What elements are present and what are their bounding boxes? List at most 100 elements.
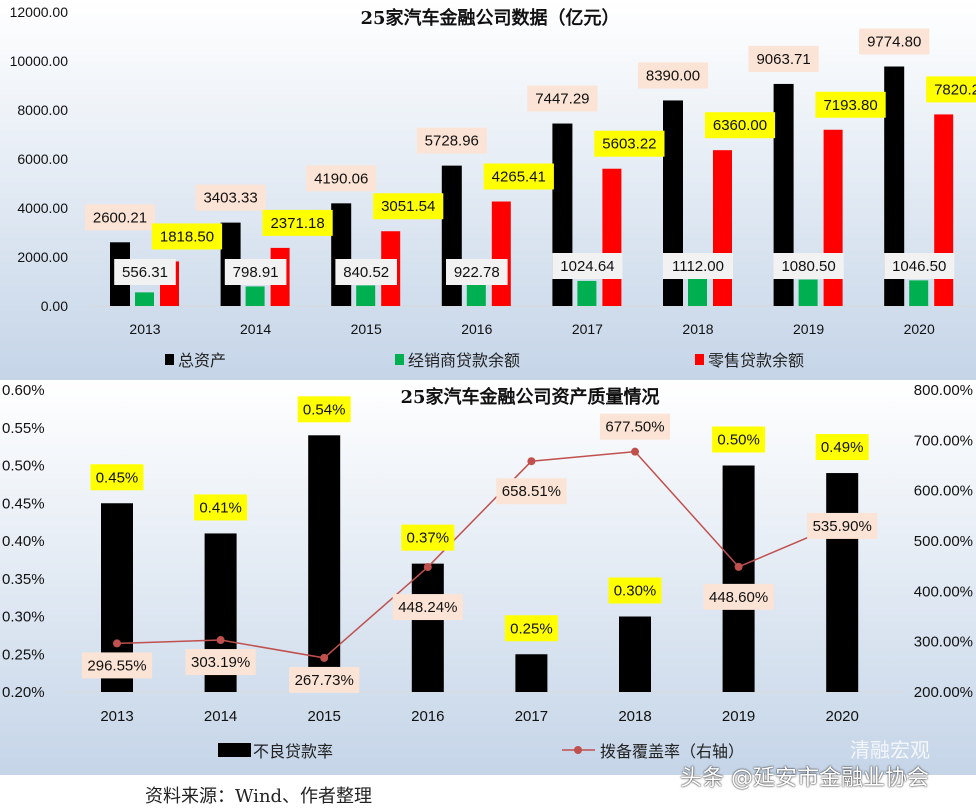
data-label-dealer: 840.52	[343, 264, 389, 281]
legend-label: 不良贷款率	[253, 742, 333, 761]
data-label-total-assets: 3403.33	[203, 190, 257, 207]
data-label-retail-box	[373, 193, 444, 220]
y-tick-label: 2000.00	[17, 249, 68, 265]
bar-1	[577, 280, 597, 306]
bar-1	[688, 278, 707, 306]
data-label-dealer: 798.91	[233, 264, 279, 281]
left-y-tick-label: 0.40%	[2, 533, 45, 550]
x-tick-label: 2019	[793, 321, 824, 337]
data-label-retail: 7193.80	[823, 97, 877, 114]
bar-1	[466, 283, 486, 306]
data-label-dealer: 922.78	[454, 264, 500, 281]
bar-2	[713, 150, 732, 306]
data-label-retail-box	[262, 209, 333, 236]
legend-marker-coverage-point	[574, 746, 582, 754]
data-label-total-assets: 2600.21	[93, 209, 147, 226]
data-label-coverage: 448.60%	[709, 589, 768, 606]
right-y-tick-label: 500.00%	[914, 533, 973, 550]
data-label-dealer-box	[446, 259, 508, 285]
x-tick-label: 2014	[204, 708, 237, 725]
npl-bar	[826, 473, 859, 692]
bar-1	[356, 285, 376, 306]
bottom-chart-background	[0, 380, 976, 775]
top-chart: 25家汽车金融公司数据（亿元） 0.00 2000.00 4000.00 6000.00…	[10, 4, 976, 370]
right-y-tick-label: 600.00%	[914, 483, 973, 500]
legend-label: 总资产	[178, 351, 226, 370]
npl-bar	[619, 616, 651, 692]
data-label-total-assets-box	[637, 62, 709, 89]
data-label-npl-box	[815, 434, 869, 461]
bar-2	[823, 129, 843, 306]
coverage-point	[527, 457, 536, 466]
x-tick-label: 2013	[129, 321, 160, 337]
data-label-dealer-box	[552, 253, 623, 279]
data-label-coverage: 267.73%	[295, 672, 354, 689]
data-label-coverage-box	[392, 594, 463, 621]
x-tick-label: 2017	[515, 708, 548, 725]
data-label-npl-box	[504, 615, 558, 642]
x-tick-label: 2020	[904, 321, 935, 337]
source-note: 资料来源：Wind、作者整理	[145, 786, 373, 807]
data-label-total-assets-box	[84, 204, 156, 231]
npl-bar	[411, 563, 444, 692]
data-label-retail: 4265.41	[492, 168, 546, 185]
data-label-retail-box	[483, 163, 554, 190]
left-y-tick-label: 0.35%	[2, 571, 45, 588]
bar-1	[245, 286, 265, 306]
data-label-npl: 0.41%	[199, 499, 242, 516]
data-label-retail: 2371.18	[270, 215, 324, 232]
bar-2	[491, 201, 511, 306]
x-tick-label: 2017	[572, 321, 603, 337]
data-label-npl-box	[401, 524, 455, 551]
data-label-retail-box	[151, 223, 223, 250]
data-label-retail: 7820.20	[934, 81, 976, 98]
bar-0	[331, 203, 352, 306]
data-label-total-assets: 9063.71	[756, 51, 810, 68]
data-label-dealer: 1024.64	[560, 258, 614, 275]
data-label-dealer-box	[884, 253, 955, 279]
chart-title: 25家汽车金融公司数据（亿元）	[360, 7, 619, 29]
right-y-tick-label: 700.00%	[914, 432, 973, 449]
bar-0	[773, 83, 794, 306]
data-label-coverage: 448.24%	[398, 599, 457, 616]
left-y-tick-label: 0.20%	[2, 684, 45, 701]
data-label-coverage-box	[807, 512, 878, 539]
npl-bar	[515, 654, 548, 692]
left-y-tick-label: 0.60%	[2, 382, 45, 399]
data-label-total-assets: 4190.06	[314, 170, 368, 187]
data-label-dealer-box	[114, 259, 176, 285]
legend-marker	[695, 354, 704, 365]
data-label-coverage-box	[496, 478, 567, 505]
right-y-tick-label: 400.00%	[914, 583, 973, 600]
y-tick-label: 6000.00	[17, 151, 68, 167]
left-y-tick-label: 0.45%	[2, 495, 45, 512]
data-label-retail-box	[594, 130, 665, 157]
chart-title: 25家汽车金融公司资产质量情况	[400, 386, 659, 408]
coverage-point	[113, 639, 121, 648]
y-tick-label: 4000.00	[17, 200, 68, 216]
bar-1	[135, 292, 154, 306]
data-label-dealer: 1080.50	[781, 258, 835, 275]
data-label-retail: 5603.22	[602, 136, 656, 153]
right-y-tick-label: 200.00%	[914, 684, 973, 701]
data-label-npl-box	[712, 426, 766, 453]
x-tick-label: 2016	[411, 708, 444, 725]
data-label-coverage: 535.90%	[813, 518, 872, 535]
data-label-coverage-box	[81, 652, 153, 679]
bar-0	[884, 66, 905, 307]
data-label-npl: 0.50%	[717, 432, 760, 449]
x-tick-label: 2018	[618, 708, 651, 725]
x-tick-label: 2013	[100, 708, 133, 725]
data-label-npl-box	[194, 494, 248, 521]
data-label-coverage-box	[289, 666, 360, 693]
data-label-retail-box	[704, 112, 776, 139]
data-label-retail: 3051.54	[381, 198, 435, 215]
data-label-coverage: 296.55%	[87, 657, 146, 674]
data-label-retail-box	[815, 91, 886, 118]
left-y-tick-label: 0.25%	[2, 646, 45, 663]
bottom-chart: 25家汽车金融公司资产质量情况 0.20% 0.25% 0.30% 0.35% 0.40%…	[2, 382, 973, 761]
data-label-coverage: 677.50%	[605, 419, 664, 436]
coverage-point	[734, 562, 743, 571]
y-tick-label: 12000.00	[10, 4, 69, 20]
watermark: 头条 @延安市金融业协会	[680, 766, 929, 791]
